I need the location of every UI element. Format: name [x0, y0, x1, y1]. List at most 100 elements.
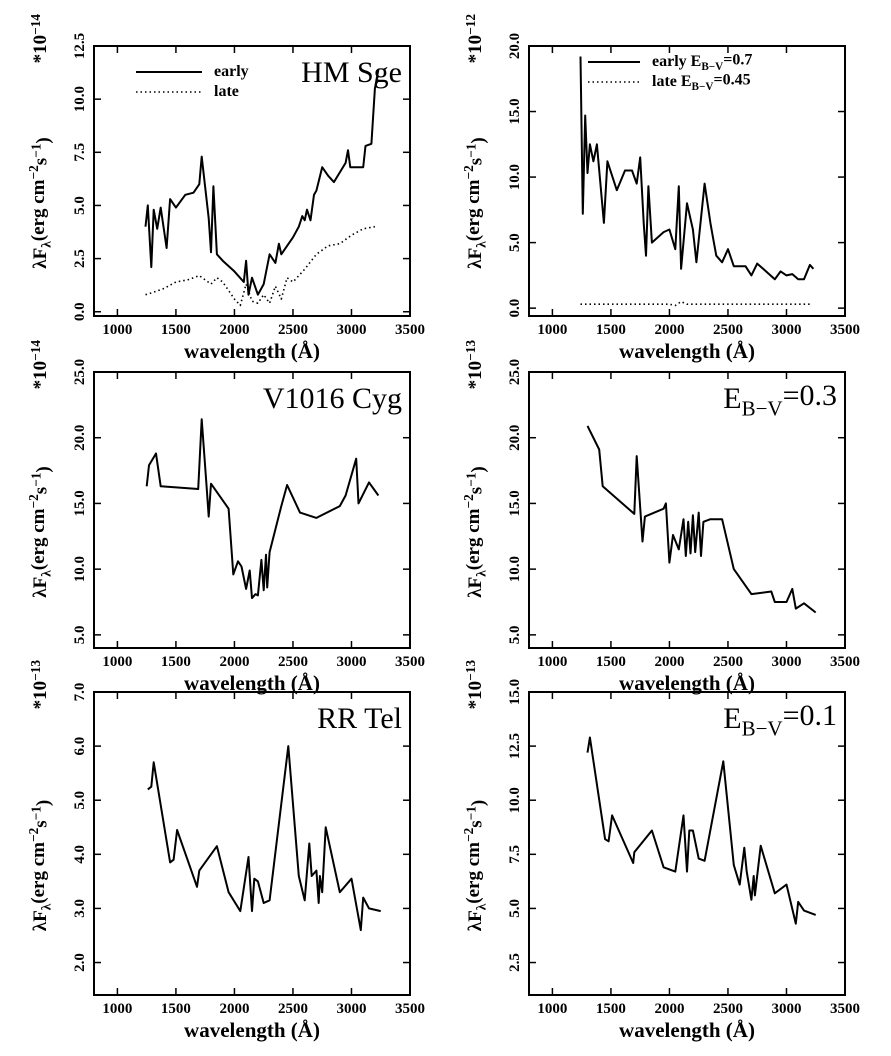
text-segment: B−V — [742, 716, 783, 740]
y-tick-label: 20.0 — [72, 425, 88, 451]
x-tick-label: 3500 — [395, 1001, 425, 1017]
panel: 1000 1500 2000 2500 3000 3500 2.0 3.0 4.0 5.0 6.0 7… — [26, 660, 425, 1042]
text-segment: λF — [30, 248, 51, 269]
text-segment: (erg cm — [28, 842, 49, 904]
text-segment: s — [466, 487, 487, 494]
x-axis-label: wavelength (Å) — [184, 339, 320, 363]
text-segment: λ — [474, 241, 489, 248]
text-segment: *10 — [30, 361, 51, 390]
text-segment: λF — [465, 910, 486, 931]
y-tick-label: 2.5 — [72, 249, 88, 268]
x-tick-label: 3000 — [771, 1001, 801, 1017]
text-segment: late — [214, 83, 239, 100]
text-segment: (erg cm — [463, 179, 484, 241]
text-segment: *10 — [30, 35, 51, 64]
y-tick-label: 10.0 — [507, 787, 523, 813]
text-segment: λF — [465, 248, 486, 269]
y-tick-label: 2.0 — [72, 953, 88, 972]
data-line — [144, 69, 380, 296]
text-segment: −1 — [29, 473, 44, 487]
text-segment: early E — [652, 53, 701, 70]
x-tick-label: 3000 — [336, 654, 366, 670]
y-tick-label: 25.0 — [72, 359, 88, 385]
text-segment: late E — [652, 73, 692, 90]
legend-label: late — [214, 83, 239, 100]
text-segment: −2 — [461, 165, 476, 180]
text-segment: −1 — [29, 806, 44, 820]
y-tick-label: 6.0 — [72, 737, 88, 756]
y-tick-label: 25.0 — [507, 359, 523, 385]
text-segment: s — [31, 158, 52, 165]
text-segment: ) — [33, 800, 54, 806]
panel-annotation: EB−V=0.1 — [723, 699, 837, 741]
text-segment: B−V — [701, 61, 723, 73]
panel: 1000 1500 2000 2500 3000 3500 5.0 10.0 15.0 20.0 2… — [26, 340, 425, 695]
text-segment: λF — [465, 577, 486, 598]
y-axis-label: λFλ(erg cm−2s−1) — [461, 137, 489, 268]
plot-frame — [528, 371, 846, 649]
x-axis-label: wavelength (Å) — [619, 1018, 755, 1042]
panel-annotation: V1016 Cyg — [263, 382, 402, 415]
x-tick-label: 2000 — [219, 322, 249, 338]
data-line — [586, 736, 817, 925]
panel: 1000 1500 2000 2500 3000 3500 0.0 5.0 10.0 15.0 20… — [461, 14, 860, 363]
y-tick-label: 10.0 — [72, 86, 88, 112]
text-segment: RR Tel — [317, 702, 402, 735]
x-tick-label: 1500 — [596, 1001, 626, 1017]
y-tick-label: 0.0 — [507, 299, 523, 318]
data-line — [145, 225, 376, 307]
legend-label: early EB−V=0.7 — [652, 51, 752, 73]
text-segment: −1 — [464, 473, 479, 487]
y-tick-label: 4.0 — [72, 845, 88, 864]
text-segment: =0.1 — [783, 699, 837, 732]
y-tick-label: 10.0 — [507, 556, 523, 582]
y-tick-label: 5.0 — [72, 625, 88, 644]
y-tick-label: 0.0 — [72, 302, 88, 321]
text-segment: s — [31, 820, 52, 827]
y-tick-label: 7.5 — [72, 143, 88, 162]
y-axis-scale: *10−13 — [463, 660, 486, 710]
y-axis-label: λFλ(erg cm−2s−1) — [26, 466, 54, 597]
x-tick-label: 3500 — [395, 322, 425, 338]
plot-frame — [93, 45, 411, 317]
x-tick-label: 1000 — [537, 1001, 567, 1017]
text-segment: λF — [30, 577, 51, 598]
x-tick-label: 1000 — [102, 322, 132, 338]
data-line — [579, 56, 815, 281]
y-tick-label: 15.0 — [72, 490, 88, 516]
text-segment: (erg cm — [463, 508, 484, 570]
text-segment: −1 — [464, 806, 479, 820]
text-segment: (erg cm — [28, 508, 49, 570]
x-tick-label: 2000 — [219, 654, 249, 670]
text-segment: ) — [468, 800, 489, 806]
text-segment: B−V — [692, 81, 714, 93]
x-tick-label: 2500 — [713, 1001, 743, 1017]
text-segment: −2 — [26, 827, 41, 842]
text-segment: λ — [39, 570, 54, 577]
x-tick-label: 2000 — [654, 322, 684, 338]
text-segment: −2 — [461, 827, 476, 842]
data-line — [147, 745, 381, 932]
y-tick-label: 10.0 — [72, 556, 88, 582]
x-tick-label: 3500 — [830, 322, 860, 338]
x-tick-label: 2000 — [654, 654, 684, 670]
y-tick-label: 5.0 — [507, 899, 523, 918]
text-segment: ) — [468, 137, 489, 143]
y-axis-scale: *10−13 — [463, 340, 486, 390]
text-segment: HM Sge — [301, 56, 402, 89]
text-segment: λ — [474, 570, 489, 577]
x-tick-label: 1500 — [161, 322, 191, 338]
text-segment: −13 — [28, 660, 43, 681]
text-segment: −14 — [28, 340, 43, 361]
text-segment: *10 — [465, 681, 486, 710]
text-segment: −12 — [463, 14, 478, 35]
x-tick-label: 3500 — [830, 654, 860, 670]
text-segment: λ — [474, 903, 489, 910]
text-segment: λF — [30, 910, 51, 931]
y-tick-label: 20.0 — [507, 425, 523, 451]
panel: 1000 1500 2000 2500 3000 3500 2.5 5.0 7.5 10.0 12.… — [461, 660, 860, 1042]
x-tick-label: 3500 — [395, 654, 425, 670]
text-segment: −1 — [464, 144, 479, 158]
y-tick-label: 12.5 — [72, 33, 88, 59]
